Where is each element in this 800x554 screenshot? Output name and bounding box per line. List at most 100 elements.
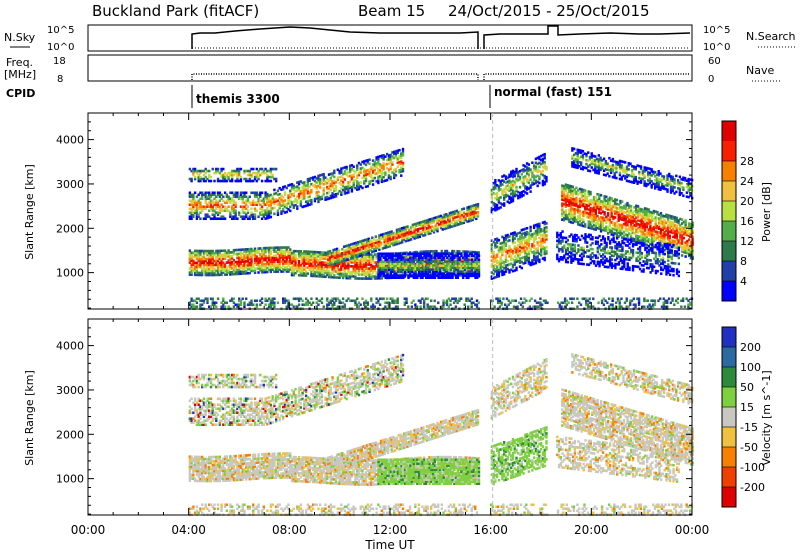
echo-cell bbox=[490, 243, 494, 246]
echo-cell bbox=[320, 269, 324, 272]
echo-cell bbox=[257, 265, 260, 268]
echo-cell bbox=[405, 251, 408, 255]
echo-cell bbox=[322, 251, 325, 254]
echo-cell bbox=[422, 258, 426, 261]
echo-cell bbox=[528, 299, 532, 303]
echo-cell bbox=[671, 297, 674, 301]
echo-cell bbox=[239, 262, 243, 266]
echo-cell bbox=[253, 255, 257, 259]
echo-cell bbox=[269, 256, 273, 260]
echo-cell bbox=[384, 301, 387, 305]
echo-cell bbox=[454, 265, 458, 269]
echo-cell bbox=[396, 272, 399, 275]
echo-cell bbox=[188, 271, 192, 274]
echo-cell bbox=[294, 271, 297, 275]
echo-cell bbox=[267, 210, 271, 213]
echo-cell bbox=[215, 261, 218, 265]
echo-cell bbox=[600, 301, 604, 305]
echo-cell bbox=[278, 260, 281, 263]
echo-cell bbox=[306, 256, 310, 259]
echo-cell bbox=[255, 201, 258, 205]
echo-cell bbox=[197, 271, 200, 275]
echo-cell bbox=[311, 301, 315, 305]
echo-cell bbox=[289, 256, 292, 259]
echo-cell bbox=[407, 305, 410, 309]
echo-cell bbox=[204, 193, 207, 197]
echo-cell bbox=[412, 270, 415, 274]
echo-cell bbox=[215, 217, 218, 221]
echo-cell bbox=[436, 225, 439, 229]
echo-cell bbox=[620, 305, 623, 309]
echo-cell bbox=[315, 270, 318, 274]
echo-cell bbox=[310, 264, 313, 268]
echo-cell bbox=[278, 250, 281, 253]
echo-cell bbox=[211, 299, 214, 303]
echo-cell bbox=[637, 299, 641, 303]
echo-cell bbox=[356, 164, 359, 167]
echo-cell bbox=[237, 252, 241, 256]
echo-cell bbox=[405, 301, 408, 305]
echo-cell bbox=[283, 211, 287, 214]
echo-cell bbox=[301, 299, 304, 303]
echo-cell bbox=[607, 297, 611, 301]
echo-cell bbox=[246, 259, 250, 263]
echo-cell bbox=[237, 299, 241, 303]
echo-cell bbox=[229, 199, 232, 203]
echo-cell bbox=[348, 276, 352, 280]
echo-cell bbox=[190, 217, 193, 221]
echo-cell bbox=[292, 271, 295, 275]
echo-cell bbox=[414, 250, 417, 254]
echo-cell bbox=[495, 297, 498, 301]
echo-cell bbox=[294, 261, 297, 265]
echo-cell bbox=[289, 262, 292, 265]
echo-cell bbox=[340, 301, 343, 305]
echo-cell bbox=[278, 268, 281, 271]
echo-cell bbox=[252, 217, 255, 221]
echo-cell bbox=[304, 262, 308, 265]
echo-cell bbox=[229, 265, 232, 268]
echo-cell bbox=[216, 259, 220, 263]
echo-cell bbox=[461, 260, 465, 263]
echo-cell bbox=[320, 275, 324, 278]
echo-cell bbox=[287, 260, 290, 263]
echo-cell bbox=[317, 303, 320, 307]
echo-cell bbox=[222, 195, 225, 199]
echo-cell bbox=[426, 297, 429, 301]
echo-cell bbox=[333, 266, 336, 269]
echo-cell bbox=[382, 175, 385, 179]
echo-cell bbox=[545, 226, 548, 229]
echo-cell bbox=[274, 254, 278, 257]
echo-cell bbox=[435, 257, 438, 261]
echo-cell bbox=[248, 257, 251, 261]
echo-cell bbox=[373, 265, 377, 268]
echo-cell bbox=[607, 305, 611, 309]
echo-cell bbox=[361, 259, 364, 262]
echo-cell bbox=[280, 210, 283, 213]
echo-cell bbox=[290, 251, 294, 255]
echo-cell bbox=[651, 299, 655, 303]
echo-cell bbox=[246, 267, 250, 271]
echo-cell bbox=[379, 241, 383, 245]
echo-cell bbox=[297, 299, 301, 303]
echo-cell bbox=[255, 261, 258, 264]
echo-cell bbox=[579, 303, 583, 307]
echo-cell bbox=[306, 250, 310, 253]
echo-cell bbox=[195, 195, 199, 199]
echo-cell bbox=[192, 195, 195, 199]
echo-cell bbox=[253, 269, 257, 273]
echo-cell bbox=[373, 261, 377, 264]
echo-cell bbox=[452, 273, 456, 277]
echo-cell bbox=[354, 271, 357, 274]
echo-cell bbox=[259, 299, 262, 303]
echo-cell bbox=[334, 276, 338, 279]
echo-cell bbox=[273, 256, 276, 260]
echo-cell bbox=[213, 201, 216, 205]
echo-cell bbox=[297, 253, 301, 257]
echo-cell bbox=[230, 251, 234, 254]
echo-cell bbox=[237, 260, 241, 264]
echo-cell bbox=[341, 268, 345, 272]
echo-cell bbox=[296, 199, 299, 202]
echo-cell bbox=[264, 246, 267, 250]
echo-cell bbox=[234, 203, 237, 207]
echo-cell bbox=[218, 207, 221, 211]
